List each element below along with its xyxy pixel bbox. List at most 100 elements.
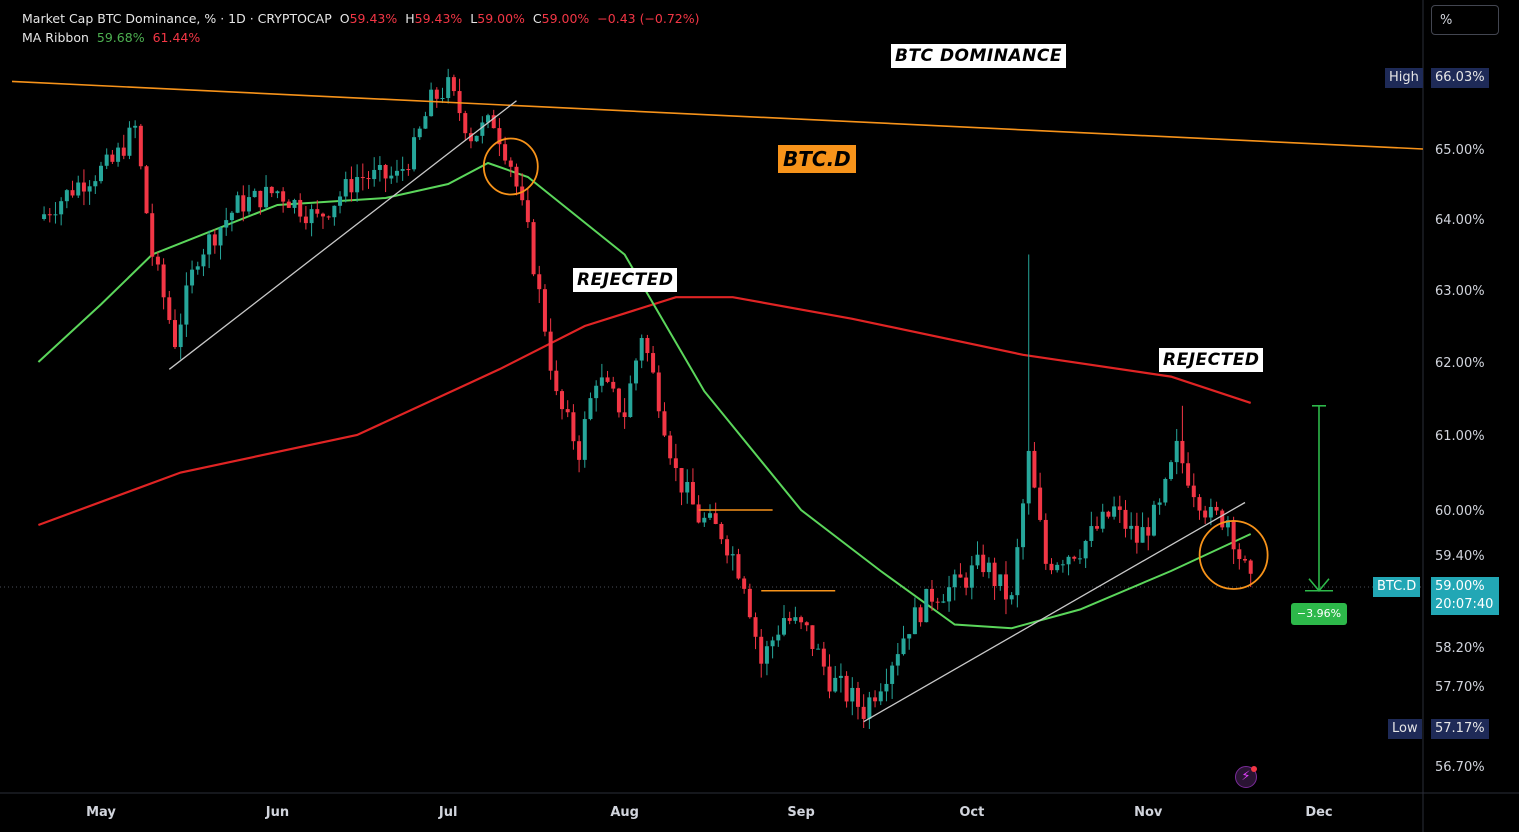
candle-body <box>224 220 229 228</box>
candle-body <box>1038 487 1043 520</box>
change-measure-badge[interactable]: −3.96% <box>1291 603 1347 625</box>
candle-body <box>964 577 969 588</box>
candle-body <box>93 181 98 187</box>
candle-body <box>992 562 997 587</box>
candle-body <box>1055 564 1060 571</box>
candle-body <box>912 607 917 635</box>
candle-body <box>383 164 388 179</box>
candle-body <box>235 195 240 213</box>
close-value: 59.00% <box>541 11 590 26</box>
candle-body <box>53 214 58 216</box>
high-tag-label: High <box>1385 68 1423 88</box>
candle-body <box>878 691 883 702</box>
candle-body <box>315 209 320 214</box>
time-tick-label: Oct <box>959 805 984 820</box>
candle-body <box>127 127 132 156</box>
candle-body <box>947 587 952 602</box>
candle-body <box>560 391 565 410</box>
price-tick-label: 64.00% <box>1435 213 1485 228</box>
candle-body <box>229 212 234 221</box>
candle-body <box>440 98 445 100</box>
candle-body <box>497 128 502 145</box>
candle-body <box>81 182 86 192</box>
candle-body <box>1214 506 1219 511</box>
candle-body <box>178 324 183 348</box>
high-value: 59.43% <box>414 11 463 26</box>
candle-body <box>446 77 451 99</box>
candle-body <box>929 588 934 602</box>
candle-body <box>1186 463 1191 486</box>
high-tag-value: 66.03% <box>1431 68 1489 88</box>
candle-body <box>941 601 946 603</box>
candle-body <box>816 648 821 650</box>
candle-body <box>599 377 604 386</box>
candle-body <box>668 435 673 459</box>
support-trendline-2 <box>863 501 1246 723</box>
candle-body <box>679 468 684 493</box>
candle-body <box>1169 462 1174 480</box>
candle-body <box>1146 527 1151 536</box>
price-tick-label: 56.70% <box>1435 760 1485 775</box>
candle-body <box>400 169 405 171</box>
candle-body <box>662 411 667 436</box>
ma-ribbon-label[interactable]: MA Ribbon <box>22 30 89 45</box>
resistance-trendline <box>11 80 1424 150</box>
candle-body <box>514 166 519 187</box>
candle-body <box>138 125 143 167</box>
candle-body <box>457 91 462 114</box>
annotation-btc-d[interactable]: BTC.D <box>778 145 856 173</box>
candle-body <box>838 675 843 678</box>
candle-body <box>366 178 371 180</box>
candle-body <box>884 683 889 692</box>
candle-body <box>764 646 769 664</box>
annotation-btc-dominance[interactable]: BTC DOMINANCE <box>891 44 1066 68</box>
last-price-tag: 59.00% <box>1431 577 1499 597</box>
candle-body <box>594 385 599 399</box>
candle-body <box>850 687 855 702</box>
time-tick-label: May <box>86 805 116 820</box>
candle-body <box>622 412 627 418</box>
annotation-rejected-2[interactable]: REJECTED <box>1159 348 1264 372</box>
candle-body <box>873 697 878 702</box>
candle-body <box>343 179 348 197</box>
candle-body <box>645 338 650 354</box>
candle-body <box>736 554 741 579</box>
candle-body <box>713 513 718 524</box>
candle-body <box>1197 497 1202 511</box>
candle-body <box>690 482 695 505</box>
candle-body <box>1083 540 1088 559</box>
candle-body <box>1208 506 1213 518</box>
candle-body <box>571 412 576 442</box>
candle-body <box>275 191 280 194</box>
candle-body <box>286 201 291 208</box>
candle-body <box>548 331 553 371</box>
candle-body <box>172 320 177 348</box>
candle-body <box>1117 506 1122 510</box>
rejection-circle-nov <box>1198 520 1269 590</box>
candle-body <box>1231 520 1236 550</box>
symbol-title[interactable]: Market Cap BTC Dominance, % · 1D · CRYPT… <box>22 11 332 26</box>
candle-body <box>855 687 860 707</box>
candle-body <box>298 199 303 217</box>
candle-body <box>639 338 644 361</box>
unit-percent-button[interactable]: % <box>1431 5 1499 35</box>
low-tag-label: Low <box>1388 719 1422 739</box>
candle-body <box>1129 525 1134 529</box>
price-tick-label: 63.00% <box>1435 284 1485 299</box>
candle-body <box>1123 509 1128 529</box>
candle-body <box>1066 556 1071 565</box>
annotation-rejected-1[interactable]: REJECTED <box>573 268 678 292</box>
candle-body <box>907 634 912 639</box>
time-tick-label: Aug <box>610 805 639 820</box>
candle-body <box>360 177 365 179</box>
candle-body <box>87 186 92 192</box>
candle-body <box>793 617 798 621</box>
candle-body <box>1134 525 1139 543</box>
open-value: 59.43% <box>349 11 398 26</box>
candle-body <box>1077 558 1082 560</box>
candle-body <box>986 562 991 573</box>
candle-body <box>998 574 1003 587</box>
candle-body <box>867 697 872 719</box>
candle-body <box>895 654 900 666</box>
